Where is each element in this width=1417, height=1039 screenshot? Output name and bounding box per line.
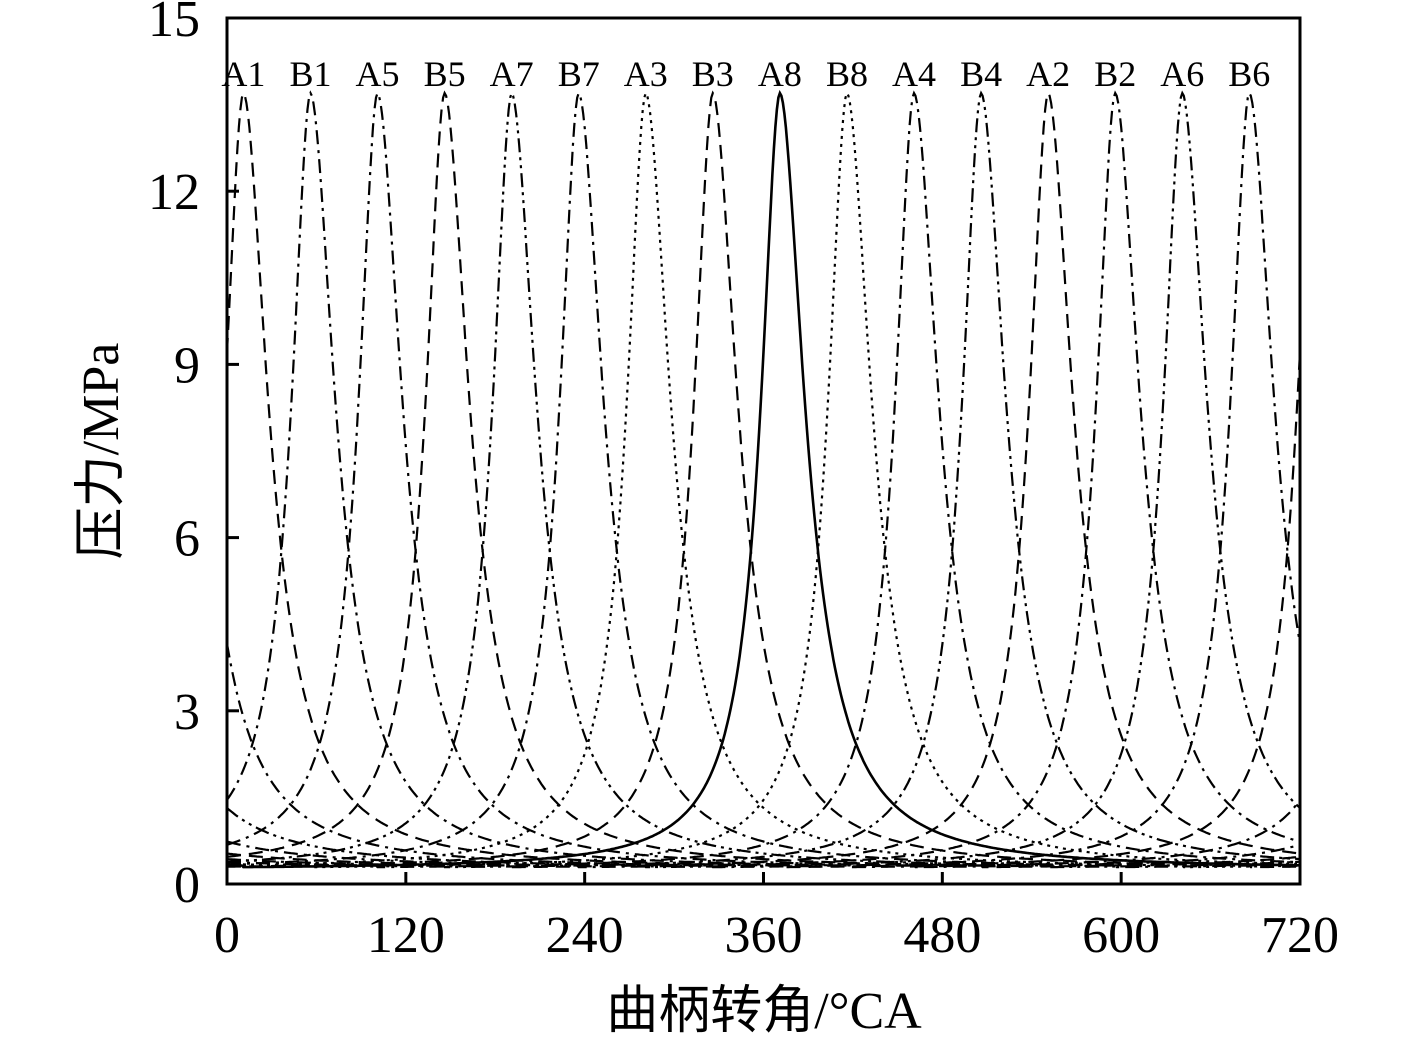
- series-line-a7: [227, 90, 1301, 869]
- series-line-b7: [226, 90, 1300, 869]
- x-tick-label: 600: [1082, 907, 1160, 964]
- peak-label-a8: A8: [758, 54, 802, 94]
- peak-label-a7: A7: [490, 54, 534, 94]
- peak-label-b1: B1: [289, 54, 331, 94]
- y-axis-label: 压力/MPa: [73, 343, 130, 560]
- ticks-layer: 0 120 240 360 480 600 720 0 3 6 9 12 15: [148, 0, 1339, 964]
- peak-label-a2: A2: [1026, 54, 1070, 94]
- y-tick-label: 3: [174, 684, 200, 741]
- series-line-a8: [227, 89, 1300, 869]
- y-tick-label: 0: [174, 857, 200, 914]
- x-axis-label: 曲柄转角/°CA: [606, 983, 922, 1039]
- x-tick-label: 720: [1261, 907, 1339, 964]
- x-tick-label: 480: [903, 907, 981, 964]
- series-line-a2: [226, 90, 1301, 869]
- series-line-a3: [227, 90, 1300, 869]
- x-tick-label: 360: [725, 907, 803, 964]
- series-line-a1: [225, 90, 1302, 869]
- x-tick-label: 240: [546, 907, 624, 964]
- peak-label-a6: A6: [1160, 54, 1204, 94]
- curves-layer: [225, 89, 1302, 869]
- peak-label-b4: B4: [960, 54, 1002, 94]
- y-tick-label: 15: [148, 0, 200, 48]
- series-line-b3: [227, 90, 1301, 869]
- series-line-a6: [226, 90, 1301, 869]
- series-line-a5: [226, 90, 1301, 869]
- series-line-b2: [226, 90, 1301, 869]
- series-line-b6: [225, 90, 1302, 869]
- y-tick-label: 12: [148, 164, 200, 221]
- series-line-b5: [226, 90, 1301, 869]
- peak-label-b6: B6: [1228, 54, 1270, 94]
- series-line-b1: [226, 90, 1301, 869]
- peak-label-a1: A1: [221, 54, 265, 94]
- peak-label-a3: A3: [624, 54, 668, 94]
- x-tick-label: 120: [367, 907, 445, 964]
- peak-label-b2: B2: [1094, 54, 1136, 94]
- x-tick-label: 0: [214, 907, 240, 964]
- peak-label-b3: B3: [692, 54, 734, 94]
- series-line-b8: [227, 90, 1301, 869]
- y-tick-label: 6: [174, 511, 200, 568]
- series-line-a4: [227, 90, 1301, 869]
- peak-label-b8: B8: [826, 54, 868, 94]
- peak-label-b7: B7: [558, 54, 600, 94]
- y-tick-label: 9: [174, 337, 200, 394]
- peak-labels-layer: A1 B1 A5 B5 A7 B7 A3 B3 A8 B8 A4 B4 A2 B2 A6 B6: [221, 54, 1270, 94]
- peak-label-a4: A4: [892, 54, 936, 94]
- plot-frame: [225, 16, 1302, 886]
- peak-label-a5: A5: [356, 54, 400, 94]
- peak-label-b5: B5: [424, 54, 466, 94]
- series-line-b4: [226, 90, 1301, 869]
